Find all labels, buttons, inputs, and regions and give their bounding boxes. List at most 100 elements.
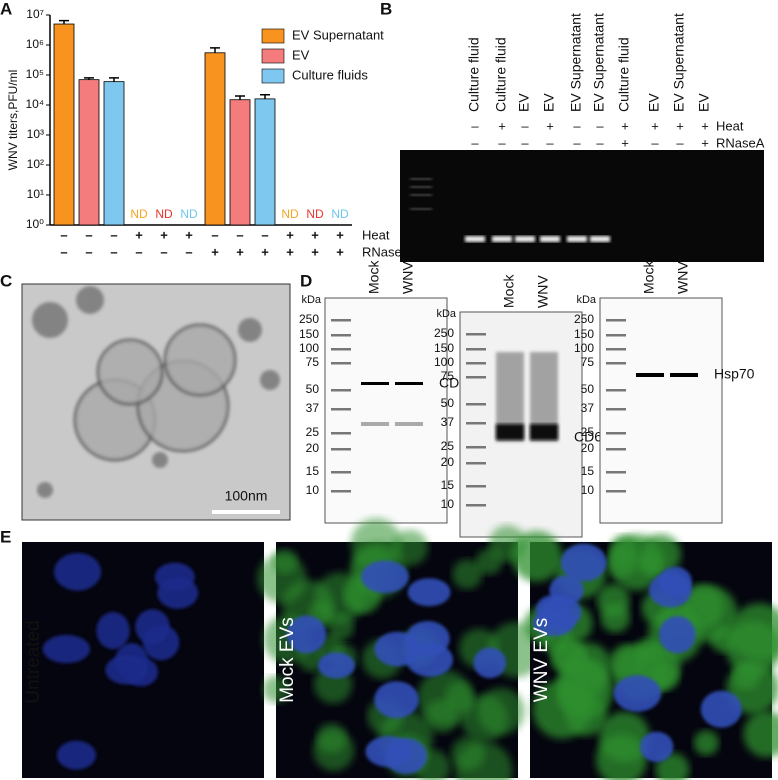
debris xyxy=(37,482,53,498)
nd-label: ND xyxy=(331,207,349,221)
blot-lane-label: WNV xyxy=(675,261,691,294)
debris xyxy=(32,302,68,338)
band xyxy=(496,424,524,440)
condition-sign: + xyxy=(211,244,219,259)
condition-sign: – xyxy=(135,244,142,259)
green-signal xyxy=(743,711,778,758)
band xyxy=(636,373,664,377)
marker-label: 75 xyxy=(441,369,455,383)
kda-label: kDa xyxy=(576,294,596,306)
green-signal xyxy=(417,670,473,726)
scale-bar-label: 100nm xyxy=(225,488,268,504)
ladder-band xyxy=(331,471,351,474)
legend-swatch xyxy=(261,48,285,64)
lane-heat: + xyxy=(676,118,684,133)
error-bar xyxy=(59,19,69,25)
ladder-band xyxy=(606,471,626,474)
lane-heat: – xyxy=(573,118,581,133)
ladder-band xyxy=(466,446,486,449)
green-signal xyxy=(596,584,630,617)
green-signal xyxy=(316,722,347,754)
ladder-band xyxy=(331,319,351,322)
debris xyxy=(238,318,262,342)
nucleus xyxy=(135,609,170,645)
nucleus xyxy=(613,675,662,712)
nucleus xyxy=(361,560,409,594)
marker-label: 150 xyxy=(299,327,319,341)
condition-sign: – xyxy=(211,227,218,242)
gel-band xyxy=(567,236,587,242)
lane-name: EV xyxy=(646,93,662,112)
error-bar xyxy=(260,93,270,99)
lane-rnase: – xyxy=(573,135,581,150)
nucleus xyxy=(473,647,507,679)
y-tick-label: 10² xyxy=(27,157,44,171)
ladder-band xyxy=(331,408,351,411)
marker-label: 25 xyxy=(306,425,320,439)
marker-label: 37 xyxy=(306,401,320,415)
gel-band xyxy=(515,236,535,242)
image-label: WNV EVs xyxy=(531,618,552,702)
marker-label: 20 xyxy=(441,455,455,469)
lane-rnase: – xyxy=(546,135,554,150)
bar xyxy=(254,98,276,226)
condition-label: Heat xyxy=(362,227,390,242)
marker-label: 37 xyxy=(441,415,455,429)
condition-sign: – xyxy=(85,244,92,259)
ladder-band xyxy=(606,408,626,411)
nucleus xyxy=(42,634,91,664)
protein-label: Hsp70 xyxy=(714,366,755,382)
panel-label: C xyxy=(0,271,12,290)
gel-row-label: Heat xyxy=(716,118,744,133)
ladder-band xyxy=(466,403,486,406)
ladder-band xyxy=(410,194,432,196)
green-signal xyxy=(511,530,563,582)
nucleus xyxy=(549,575,584,606)
lane-heat: + xyxy=(651,118,659,133)
nucleus xyxy=(639,731,674,762)
band xyxy=(395,382,423,385)
condition-sign: + xyxy=(286,227,294,242)
condition-sign: + xyxy=(311,227,319,242)
ladder-band xyxy=(606,334,626,337)
green-signal xyxy=(693,730,719,756)
condition-sign: + xyxy=(311,244,319,259)
ladder-band xyxy=(606,319,626,322)
lane-name: EV xyxy=(516,93,532,112)
marker-label: 150 xyxy=(434,341,454,355)
lane-rnase: + xyxy=(701,135,709,150)
gel-band xyxy=(540,236,560,242)
green-signal xyxy=(595,734,647,780)
nd-label: ND xyxy=(180,207,198,221)
lane-heat: – xyxy=(521,118,529,133)
ladder-band xyxy=(331,432,351,435)
nucleus xyxy=(374,681,419,719)
marker-label: 50 xyxy=(581,382,595,396)
nucleus xyxy=(54,552,102,591)
ladder-band xyxy=(606,348,626,351)
y-tick-label: 10⁶ xyxy=(26,37,44,51)
marker-label: 150 xyxy=(574,327,594,341)
y-tick-label: 10⁴ xyxy=(25,97,44,111)
nucleus xyxy=(56,740,96,770)
lane-name: EV Supernatant xyxy=(671,13,687,112)
ladder-band xyxy=(410,186,432,188)
lane-heat: + xyxy=(701,118,709,133)
marker-label: 75 xyxy=(306,355,320,369)
blot-lane-label: Mock xyxy=(641,260,657,294)
marker-label: 75 xyxy=(581,355,595,369)
marker-label: 15 xyxy=(581,464,595,478)
green-signal xyxy=(451,736,485,771)
nucleus xyxy=(648,572,692,608)
marker-label: 10 xyxy=(441,497,455,511)
condition-sign: + xyxy=(236,244,244,259)
panel-label: E xyxy=(0,527,11,546)
nucleus xyxy=(157,577,199,609)
marker-label: 100 xyxy=(299,341,319,355)
condition-sign: + xyxy=(261,244,269,259)
nucleus xyxy=(385,738,428,775)
marker-label: 100 xyxy=(434,355,454,369)
blot-lane-label: WNV xyxy=(535,275,551,308)
panel-label: B xyxy=(380,0,392,18)
